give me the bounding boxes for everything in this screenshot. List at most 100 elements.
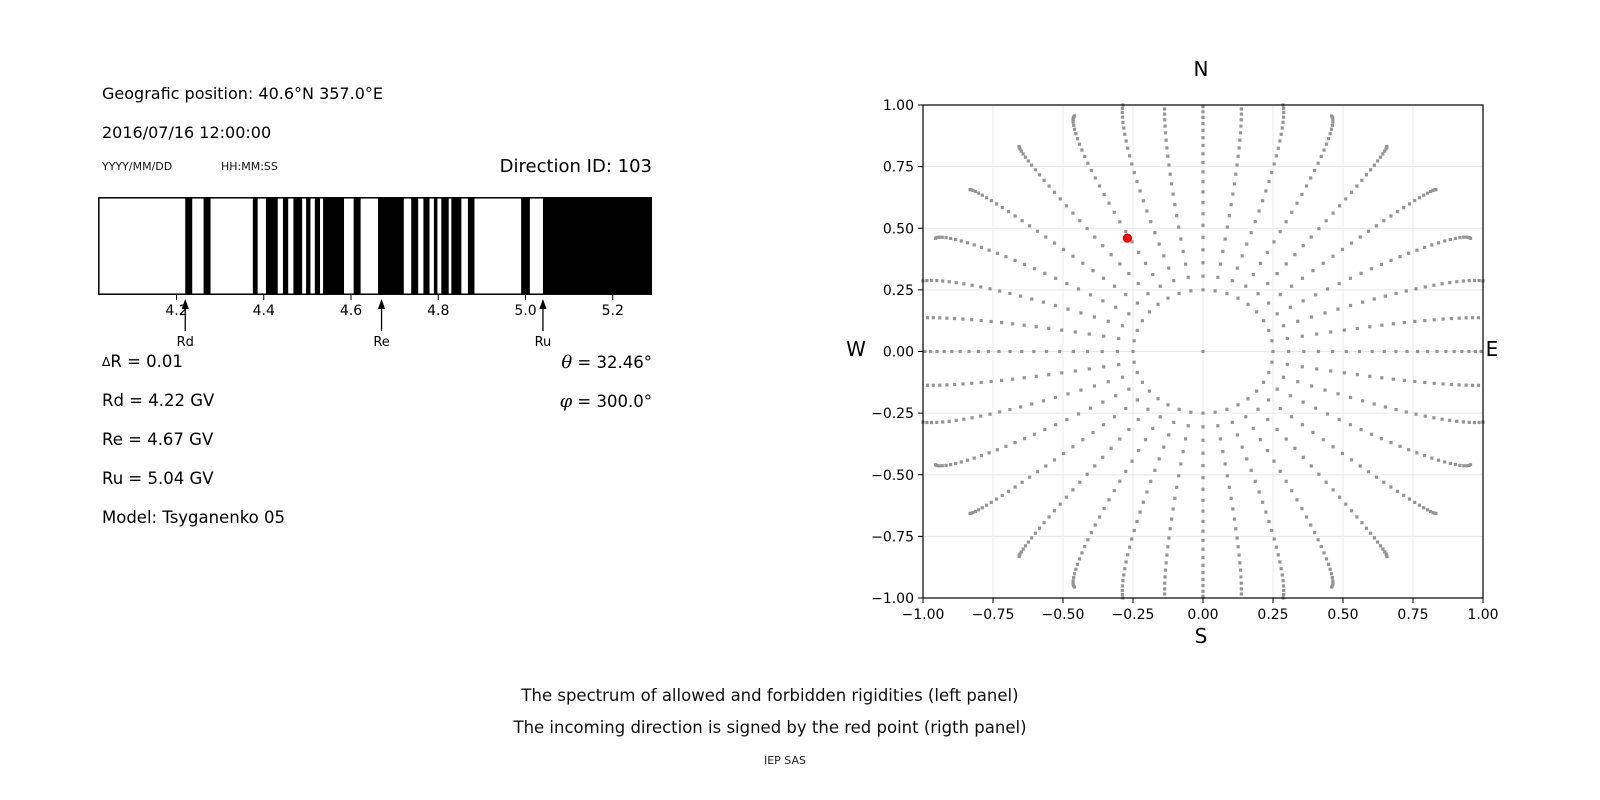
gray-dot <box>1381 152 1385 156</box>
x-tick-label: −1.00 <box>902 607 945 623</box>
gray-dot <box>1127 387 1131 391</box>
gray-dot <box>1275 427 1279 432</box>
gray-dot <box>1281 120 1285 124</box>
gray-dot <box>1434 511 1438 516</box>
gray-dot <box>1053 303 1058 308</box>
gray-dot <box>945 383 949 387</box>
gray-dot <box>1235 433 1239 437</box>
gray-dot <box>1264 189 1268 193</box>
gray-dot <box>1037 526 1042 530</box>
gray-dot <box>1270 339 1274 343</box>
gray-dot <box>1270 528 1274 533</box>
x-tick-label: 5.0 <box>514 303 536 319</box>
gray-dot <box>1348 276 1352 280</box>
gray-dot <box>1183 437 1188 441</box>
gray-dot <box>1326 137 1331 141</box>
gray-dot <box>976 191 981 195</box>
theta-symbol: θ <box>561 352 573 373</box>
gray-dot <box>1267 328 1271 333</box>
gray-dot <box>1338 204 1342 208</box>
gray-dot <box>1213 289 1217 293</box>
forbidden-band <box>323 197 345 295</box>
gray-dot <box>1300 192 1304 197</box>
gray-dot <box>987 248 991 252</box>
gray-dot <box>1201 128 1205 132</box>
gray-dot <box>1417 196 1422 200</box>
gray-dot <box>1230 420 1234 424</box>
gray-dot <box>1120 588 1124 593</box>
gray-dot <box>1436 241 1441 245</box>
gray-dot <box>1078 219 1082 223</box>
gray-dot <box>1458 463 1462 467</box>
gray-dot <box>1106 319 1110 323</box>
gray-dot <box>1432 381 1436 385</box>
gray-dot <box>1136 281 1140 286</box>
forbidden-band <box>451 197 462 295</box>
gray-dot <box>1071 445 1075 449</box>
gray-dot <box>1201 143 1205 148</box>
gray-dot <box>1000 205 1004 210</box>
gray-dot <box>1366 470 1371 474</box>
gray-dot <box>1253 220 1257 224</box>
gray-dot <box>1275 387 1279 391</box>
gray-dot <box>1284 220 1288 224</box>
gray-dot <box>1372 536 1376 540</box>
gray-dot <box>989 379 993 384</box>
gray-dot <box>1245 457 1249 461</box>
gray-dot <box>1135 328 1139 333</box>
gray-dot <box>1413 379 1417 384</box>
gray-dot <box>1448 461 1452 466</box>
gray-dot <box>1281 584 1286 588</box>
marker-label: Rd <box>177 335 194 350</box>
gray-dot <box>1477 420 1481 425</box>
gray-dot <box>1124 469 1128 473</box>
gray-dot <box>1431 511 1435 515</box>
gray-dot <box>1000 378 1004 382</box>
gray-dot <box>1122 573 1126 577</box>
gray-dot <box>1107 498 1111 502</box>
gray-dot <box>1143 438 1148 442</box>
stat-text: = 300.0° <box>572 392 652 411</box>
gray-dot <box>997 349 1001 354</box>
gray-dot <box>1270 170 1274 175</box>
gray-dot <box>1237 553 1241 557</box>
gray-dot <box>1165 553 1169 557</box>
gray-dot <box>1047 184 1051 188</box>
gray-dot <box>1304 184 1309 188</box>
gray-dot <box>1158 415 1162 419</box>
gray-dot <box>1053 395 1058 400</box>
gray-dot <box>1019 550 1023 554</box>
gray-dot <box>970 416 974 420</box>
x-tick-label: 4.6 <box>340 303 362 319</box>
gray-dot <box>1071 579 1075 583</box>
gray-dot <box>1075 562 1080 566</box>
red-direction-point <box>1122 233 1132 243</box>
gray-dot <box>944 236 948 240</box>
gray-dot <box>1278 469 1282 473</box>
gray-dot <box>1102 506 1106 511</box>
gray-dot <box>931 316 935 320</box>
gray-dot <box>1331 117 1335 121</box>
gray-dot <box>1166 296 1170 300</box>
gray-dot <box>1301 400 1305 404</box>
gray-dot <box>1013 258 1017 262</box>
gray-dot <box>1136 417 1140 422</box>
gray-dot <box>1175 214 1179 218</box>
gray-dot <box>953 382 957 387</box>
gray-dot <box>1153 231 1157 235</box>
gray-dot <box>1280 126 1284 130</box>
gray-dot <box>1342 371 1346 375</box>
gray-dot <box>1179 462 1183 466</box>
phi-symbol: φ <box>559 391 573 412</box>
gray-dot <box>1448 418 1452 422</box>
gray-dot <box>1135 519 1139 524</box>
x-tick-label: 5.2 <box>602 303 624 319</box>
gray-dot <box>1324 142 1329 146</box>
gray-dot <box>1221 249 1225 253</box>
gray-dot <box>1407 497 1412 501</box>
gray-dot <box>1130 537 1134 541</box>
gray-dot <box>1018 147 1022 151</box>
gray-dot <box>1236 296 1240 300</box>
gray-dot <box>1112 415 1117 419</box>
stat-text: Model: Tsyganenko 05 <box>102 508 286 527</box>
